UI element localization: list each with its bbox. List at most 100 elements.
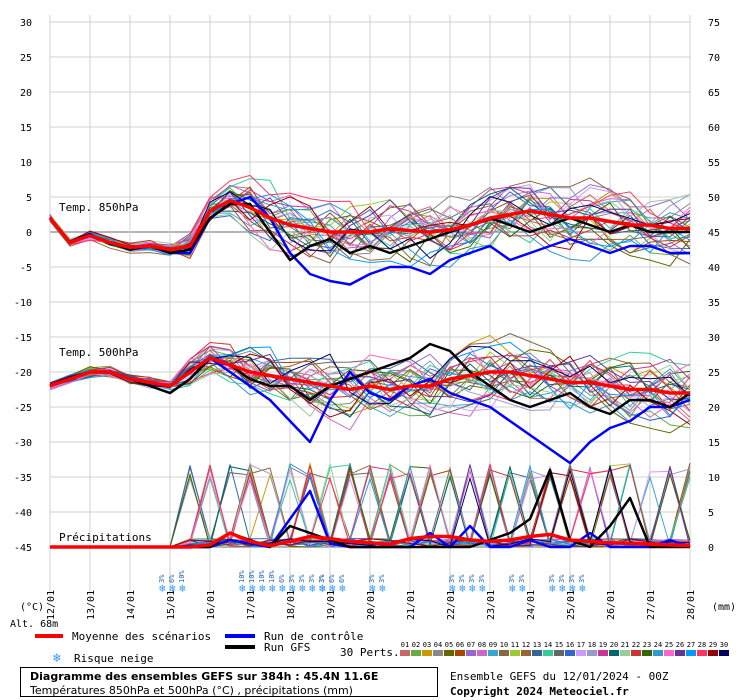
left-tick-label: 10 <box>20 158 32 169</box>
perturbation-swatch <box>708 650 718 656</box>
date-tick-label: 20/01 <box>366 590 377 620</box>
right-tick-label: 55 <box>708 158 720 169</box>
snowflake-icon: ❄ <box>319 582 326 595</box>
snow-risk-label: 6% <box>168 574 176 583</box>
left-tick-label: -5 <box>20 263 32 274</box>
right-tick-label: 25 <box>708 368 720 379</box>
perturbation-swatch <box>642 650 652 656</box>
perturbations-label: 30 Perts. <box>340 646 400 659</box>
perturbation-swatch <box>466 650 476 656</box>
date-tick-label: 17/01 <box>246 590 257 620</box>
snow-risk-label: 3% <box>468 574 476 583</box>
snow-risk-label: 10% <box>248 570 256 583</box>
perturbation-id: 20 <box>610 641 618 649</box>
snow-risk-label: 3% <box>558 574 566 583</box>
right-tick-label: 75 <box>708 18 720 29</box>
perturbation-id: 08 <box>478 641 486 649</box>
left-tick-label: -45 <box>14 543 32 554</box>
perturbation-swatch <box>510 650 520 656</box>
snow-risk-label: 3% <box>308 574 316 583</box>
perturbation-swatch <box>488 650 498 656</box>
perturbation-id: 05 <box>445 641 453 649</box>
perturbation-swatch <box>455 650 465 656</box>
perturbation-swatch <box>697 650 707 656</box>
series-line <box>49 342 691 416</box>
snowflake-icon: ❄ <box>259 582 266 595</box>
date-tick-label: 23/01 <box>486 590 497 620</box>
perturbation-id: 17 <box>577 641 585 649</box>
perturbation-id: 29 <box>709 641 717 649</box>
perturbation-id: 04 <box>434 641 442 649</box>
snowflake-icon: ❄ <box>519 582 526 595</box>
run-info: Ensemble GEFS du 12/01/2024 - 00Z <box>450 670 669 683</box>
right-tick-label: 50 <box>708 193 720 204</box>
snow-risk-label: 3% <box>318 574 326 583</box>
perturbation-swatch <box>521 650 531 656</box>
perturbation-swatch <box>433 650 443 656</box>
snow-risk-label: 3% <box>368 574 376 583</box>
perturbation-id: 09 <box>489 641 497 649</box>
perturbation-id: 19 <box>599 641 607 649</box>
snowflake-icon: ❄ <box>279 582 286 595</box>
snow-risk-label: 3% <box>478 574 486 583</box>
perturbation-swatch <box>554 650 564 656</box>
perturbation-swatch <box>609 650 619 656</box>
perturbation-id: 12 <box>522 641 530 649</box>
snowflake-icon: ❄ <box>169 582 176 595</box>
snow-risk-label: 10% <box>258 570 266 583</box>
perturbation-id: 26 <box>676 641 684 649</box>
precip-section-label: Précipitations <box>59 531 152 544</box>
member-line <box>49 194 691 251</box>
snowflake-icon: ❄ <box>179 582 186 595</box>
chart-title: Diagramme des ensembles GEFS sur 384h : … <box>30 670 379 683</box>
perturbation-id: 11 <box>511 641 519 649</box>
date-tick-label: 16/01 <box>206 590 217 620</box>
perturbation-id: 25 <box>665 641 673 649</box>
perturbation-id: 03 <box>423 641 431 649</box>
right-tick-label: 20 <box>708 403 720 414</box>
left-tick-label: -25 <box>14 403 32 414</box>
snowflake-icon: ❄ <box>309 582 316 595</box>
member-line <box>49 204 691 260</box>
perturbation-swatch <box>400 650 410 656</box>
snowflake-icon: ❄ <box>559 582 566 595</box>
date-tick-label: 27/01 <box>646 590 657 620</box>
legend-label-control: Run de contrôle <box>264 630 363 643</box>
snow-risk-label: 6% <box>328 574 336 583</box>
snowflake-icon: ❄ <box>369 582 376 595</box>
snowflake-icon: ❄ <box>239 582 246 595</box>
perturbation-swatch <box>719 650 729 656</box>
snowflake-icon: ❄ <box>269 582 276 595</box>
perturbation-id: 27 <box>687 641 695 649</box>
series-line <box>50 531 691 549</box>
left-tick-label: 0 <box>26 228 32 239</box>
perturbation-id: 22 <box>632 641 640 649</box>
snowflake-icon: ❄ <box>459 582 466 595</box>
perturbation-id: 15 <box>555 641 563 649</box>
perturbation-swatch <box>565 650 575 656</box>
snowflake-icon: ❄ <box>319 582 326 595</box>
snow-risk-markers: 3%❄6%❄10%❄10%❄10%❄10%❄10%❄6%❄3%❄3%❄3%❄3%… <box>158 570 586 595</box>
altitude-label: Alt. 68m <box>10 619 58 630</box>
right-tick-label: 45 <box>708 228 720 239</box>
snow-risk-label: 6% <box>338 574 346 583</box>
snowflake-icon: ❄ <box>379 582 386 595</box>
member-line <box>49 193 691 268</box>
right-tick-label: 40 <box>708 263 720 274</box>
snow-risk-label: 3% <box>158 574 166 583</box>
snowflake-icon: ❄ <box>52 651 61 666</box>
snowflake-icon: ❄ <box>449 582 456 595</box>
left-axis-unit: (°C) <box>20 602 44 613</box>
perturbation-id: 28 <box>698 641 706 649</box>
perturbation-id: 14 <box>544 641 552 649</box>
right-tick-label: 65 <box>708 88 720 99</box>
snowflake-icon: ❄ <box>509 582 516 595</box>
snow-risk-label: 3% <box>298 574 306 583</box>
date-tick-label: 18/01 <box>286 590 297 620</box>
left-tick-label: 15 <box>20 123 32 134</box>
chart-grid <box>49 15 691 595</box>
date-tick-label: 13/01 <box>86 590 97 620</box>
right-tick-label: 30 <box>708 333 720 344</box>
right-tick-label: 5 <box>708 508 714 519</box>
